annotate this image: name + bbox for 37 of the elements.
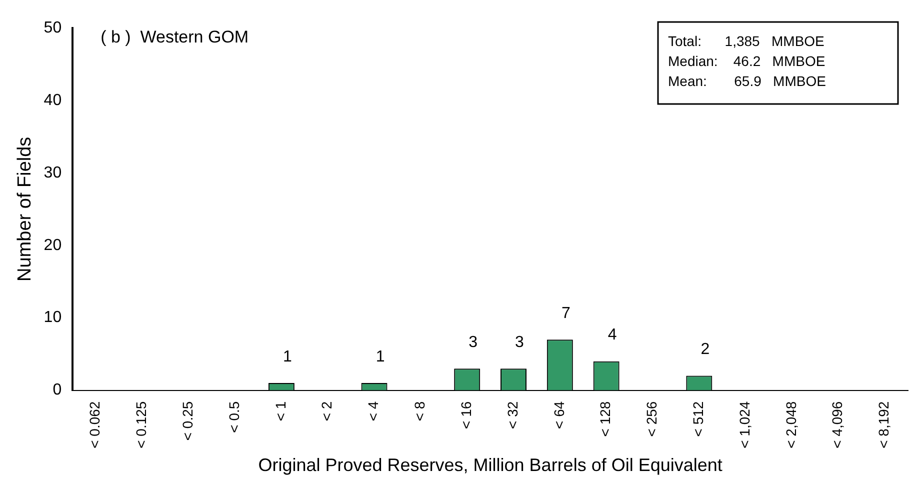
x-tick-label: < 16 — [458, 401, 474, 429]
y-tick-label: 30 — [44, 164, 62, 182]
annotation: Total: 1,385 MMBOE — [668, 32, 824, 49]
y-tick-label: 20 — [44, 236, 62, 254]
x-tick-label: < 64 — [550, 401, 567, 429]
x-tick-label: < 2,048 — [782, 401, 799, 448]
data-label: 7 — [561, 304, 570, 322]
data-label: 1 — [376, 348, 385, 366]
y-tick-label: 50 — [44, 19, 62, 36]
x-tick-label: < 0.125 — [133, 401, 150, 448]
x-tick-label: < 128 — [597, 401, 614, 437]
data-label: 4 — [608, 326, 617, 344]
data-label: 3 — [515, 334, 524, 351]
data-label: 2 — [700, 341, 710, 358]
x-tick-label: < 1 — [272, 401, 288, 422]
x-tick-label: < 8,192 — [876, 401, 892, 448]
annotation: Mean: 65.9 MMBOE — [668, 72, 826, 89]
data-label: 1 — [282, 348, 292, 366]
annotation: ( b ) Western GOM — [100, 28, 249, 47]
x-tick-label: < 0.5 — [226, 401, 242, 433]
x-axis-title: Original Proved Reserves, Million Barrels of Oil Equivalent — [258, 455, 722, 476]
x-tick-label: < 256 — [644, 401, 660, 437]
y-tick-label: 40 — [44, 92, 62, 109]
x-tick-label: < 1,024 — [736, 401, 752, 448]
y-tick-label: 0 — [52, 382, 62, 399]
x-tick-label: < 512 — [690, 401, 706, 437]
x-tick-label: < 2 — [318, 401, 335, 422]
x-tick-label: < 8 — [412, 401, 428, 422]
y-tick-label: 10 — [44, 309, 62, 326]
x-tick-label: < 0.062 — [86, 401, 103, 448]
x-tick-label: < 0.25 — [179, 401, 196, 441]
x-tick-label: < 4 — [365, 401, 382, 422]
annotation: Median: 46.2 MMBOE — [668, 52, 826, 69]
y-axis-title: Number of Fields — [14, 136, 36, 282]
x-tick-label: < 32 — [504, 401, 520, 429]
data-label: 3 — [468, 334, 478, 351]
x-tick-label: < 4,096 — [829, 401, 846, 448]
